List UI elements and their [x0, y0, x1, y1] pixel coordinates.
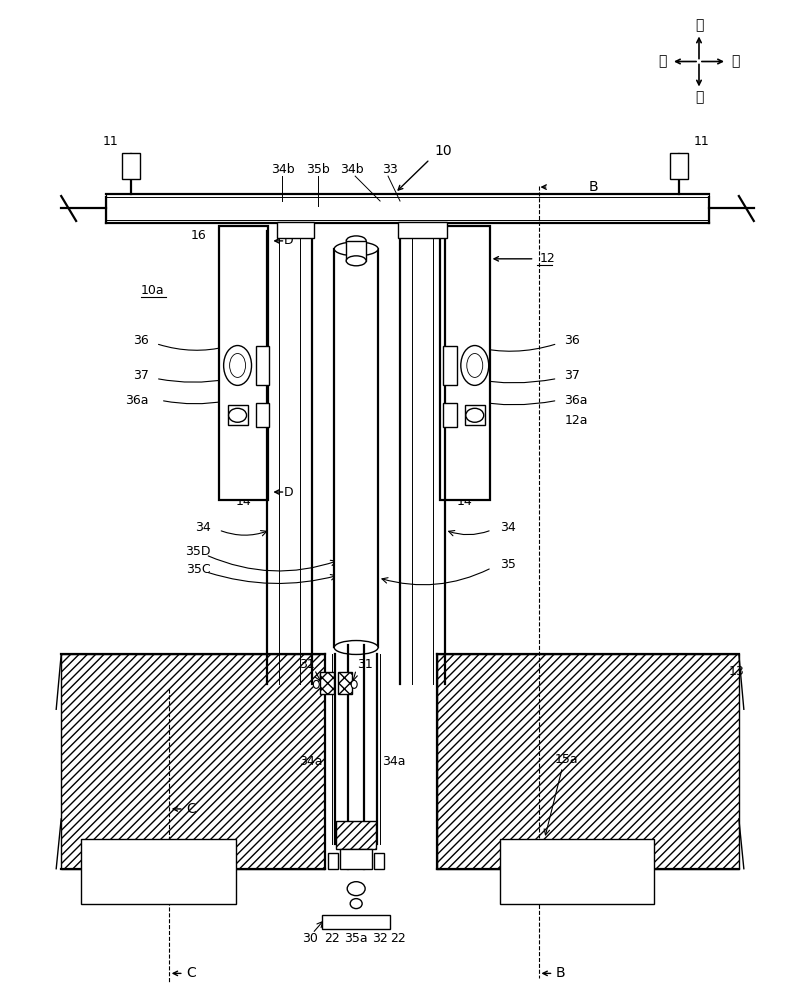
- Ellipse shape: [334, 641, 378, 654]
- Bar: [340, 849, 371, 869]
- Text: 10: 10: [435, 144, 452, 158]
- Text: C: C: [186, 966, 195, 980]
- Text: 10a: 10a: [141, 284, 165, 297]
- Bar: [322, 915, 389, 929]
- Bar: [499, 839, 654, 904]
- Bar: [442, 346, 457, 385]
- Text: 22: 22: [324, 932, 340, 945]
- Text: 14: 14: [457, 495, 472, 508]
- Bar: [436, 654, 738, 869]
- Text: B: B: [588, 180, 597, 194]
- Bar: [61, 654, 325, 869]
- Text: 34a: 34a: [382, 755, 405, 768]
- Text: D: D: [283, 234, 293, 247]
- Text: 35D: 35D: [185, 545, 210, 558]
- Bar: [255, 346, 269, 385]
- Text: 33: 33: [382, 163, 397, 176]
- Text: B: B: [555, 966, 564, 980]
- Bar: [338, 672, 352, 694]
- Bar: [325, 652, 436, 871]
- Text: 15: 15: [568, 865, 586, 879]
- Ellipse shape: [461, 346, 488, 385]
- Bar: [397, 222, 446, 238]
- Text: 35b: 35b: [306, 163, 330, 176]
- Bar: [374, 853, 384, 869]
- Ellipse shape: [229, 408, 247, 422]
- Ellipse shape: [347, 882, 365, 896]
- Text: 16: 16: [191, 229, 206, 242]
- Text: 34: 34: [499, 521, 515, 534]
- Text: 30: 30: [302, 932, 318, 945]
- Ellipse shape: [350, 680, 357, 688]
- Bar: [227, 405, 247, 425]
- Ellipse shape: [466, 408, 483, 422]
- Ellipse shape: [223, 346, 251, 385]
- Bar: [81, 839, 235, 904]
- Bar: [328, 853, 338, 869]
- Text: 34b: 34b: [270, 163, 294, 176]
- Ellipse shape: [313, 680, 319, 688]
- Text: 36a: 36a: [564, 394, 587, 407]
- Text: 35C: 35C: [186, 563, 210, 576]
- Text: 31: 31: [357, 658, 372, 671]
- Ellipse shape: [350, 899, 362, 909]
- Text: 右: 右: [657, 55, 666, 69]
- Ellipse shape: [466, 354, 483, 377]
- Text: 12: 12: [539, 252, 555, 265]
- Bar: [255, 403, 269, 427]
- Bar: [218, 226, 268, 500]
- Ellipse shape: [345, 256, 366, 266]
- Text: 35a: 35a: [344, 932, 367, 945]
- Text: 31: 31: [299, 658, 315, 671]
- Text: 下: 下: [694, 90, 702, 104]
- Bar: [122, 153, 139, 179]
- Text: 15a: 15a: [554, 753, 577, 766]
- Text: 22: 22: [389, 932, 406, 945]
- Bar: [320, 672, 334, 694]
- Ellipse shape: [345, 236, 366, 246]
- Bar: [336, 821, 375, 849]
- Text: 36: 36: [564, 334, 580, 347]
- Text: 34: 34: [195, 521, 210, 534]
- Text: C: C: [186, 802, 195, 816]
- Bar: [345, 241, 366, 261]
- Text: 34a: 34a: [298, 755, 322, 768]
- Text: 35: 35: [499, 558, 515, 571]
- Text: 13: 13: [728, 665, 744, 678]
- Ellipse shape: [230, 354, 245, 377]
- Ellipse shape: [334, 242, 378, 256]
- Text: 34b: 34b: [340, 163, 363, 176]
- Bar: [464, 405, 484, 425]
- Bar: [442, 403, 457, 427]
- Bar: [334, 249, 378, 647]
- Text: 11: 11: [693, 135, 709, 148]
- Text: 36a: 36a: [125, 394, 148, 407]
- Bar: [277, 222, 314, 238]
- Text: 11: 11: [102, 135, 118, 148]
- Bar: [440, 226, 489, 500]
- Text: 上: 上: [694, 19, 702, 33]
- Text: 15: 15: [150, 865, 167, 879]
- Bar: [669, 153, 687, 179]
- Text: D: D: [283, 486, 293, 499]
- Text: 12a: 12a: [564, 414, 587, 427]
- Text: 37: 37: [564, 369, 580, 382]
- Text: 36: 36: [133, 334, 148, 347]
- Text: 32: 32: [371, 932, 388, 945]
- Text: 左: 左: [731, 55, 739, 69]
- Text: 37: 37: [133, 369, 148, 382]
- Text: 14: 14: [235, 495, 251, 508]
